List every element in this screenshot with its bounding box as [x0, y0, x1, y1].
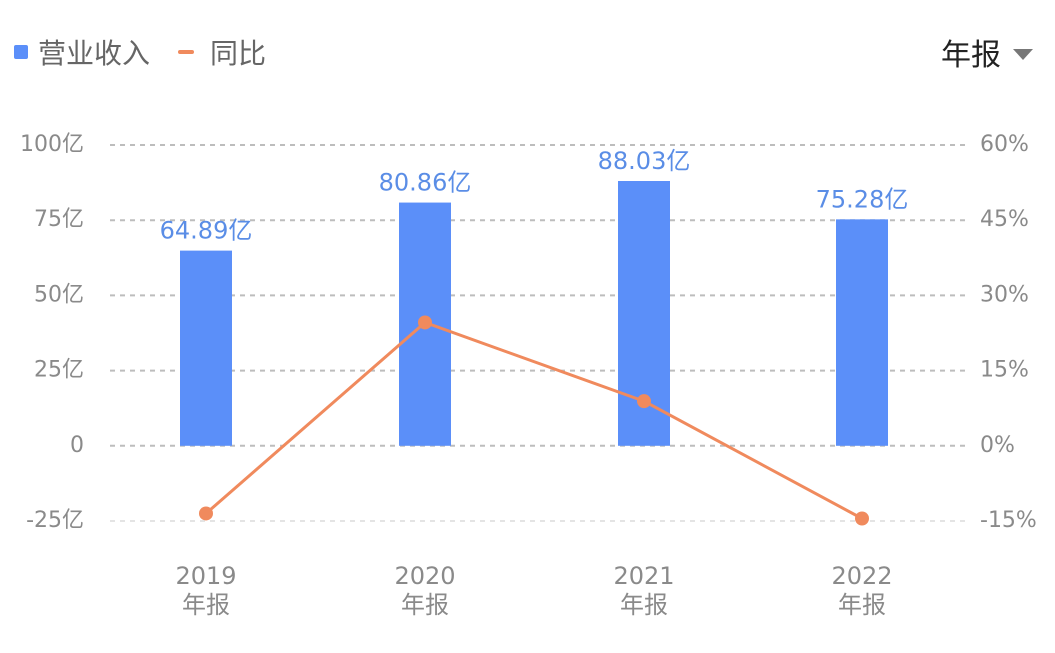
y-left-tick-label: 100亿: [20, 132, 84, 157]
point-yoy: [199, 506, 213, 521]
bar-data-label: 64.89亿: [160, 217, 253, 245]
y-right-tick-label: 45%: [980, 207, 1029, 232]
x-tick-label: 2021 年报: [613, 562, 674, 619]
x-tick-label: 2019 年报: [175, 562, 236, 619]
legend-swatch-yoy: [178, 50, 195, 54]
y-right-tick-label: 15%: [980, 358, 1029, 383]
y-right-tick-label: -15%: [980, 508, 1037, 533]
legend-label-yoy: 同比: [210, 37, 267, 70]
bar-data-label: 75.28亿: [816, 185, 909, 213]
bar-revenue: [836, 219, 888, 446]
y-left-tick-label: -25亿: [26, 508, 84, 533]
x-tick-label: 2022 年报: [831, 562, 892, 619]
y-left-tick-label: 50亿: [34, 282, 84, 307]
y-left-tick-label: 0: [70, 433, 84, 458]
y-left-tick-label: 25亿: [34, 358, 84, 383]
legend-item-revenue[interactable]: 营业收入: [14, 32, 150, 72]
legend-item-yoy[interactable]: 同比: [162, 32, 266, 72]
legend-swatch-revenue: [14, 45, 28, 59]
bar-revenue: [180, 250, 232, 446]
period-select-label: 年报: [941, 38, 1001, 73]
bar-data-label: 88.03亿: [598, 147, 691, 175]
y-left-tick-label: 75亿: [34, 207, 84, 232]
legend-label-revenue: 营业收入: [38, 37, 151, 70]
legend: 营业收入 同比: [14, 32, 266, 72]
y-right-tick-label: 30%: [980, 282, 1029, 307]
point-yoy: [637, 394, 651, 409]
y-right-tick-label: 60%: [980, 132, 1029, 157]
x-tick-label: 2020 年报: [394, 562, 455, 619]
line-yoy: [205, 320, 863, 520]
point-yoy: [855, 511, 869, 526]
y-right-tick-label: 0%: [980, 433, 1015, 458]
point-yoy: [418, 315, 432, 330]
chevron-down-icon: [1013, 48, 1033, 60]
bar-data-label: 80.86亿: [379, 169, 472, 197]
period-select[interactable]: 年报: [941, 30, 1033, 74]
